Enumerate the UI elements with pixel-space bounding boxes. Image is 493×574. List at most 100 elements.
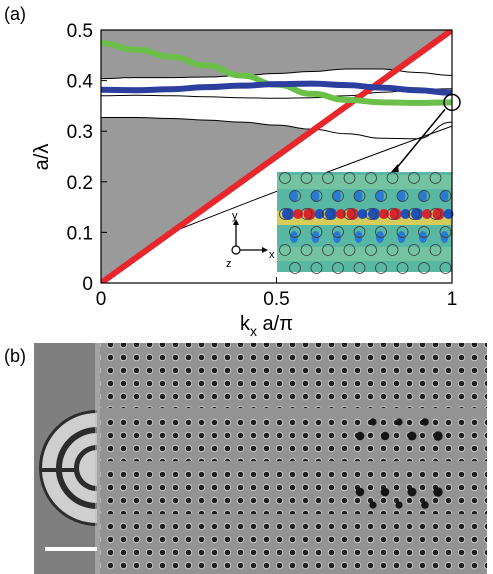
inset-lobe bbox=[440, 190, 449, 202]
inset-hole-outline bbox=[353, 262, 366, 274]
inset-hole-outline bbox=[310, 262, 323, 274]
inset-lobe bbox=[303, 208, 316, 220]
waveguide-row bbox=[100, 408, 487, 414]
inset-hole-outline bbox=[289, 190, 301, 202]
z-axis-label: z bbox=[226, 258, 232, 270]
inset-hole-outline bbox=[439, 262, 452, 274]
inset-hole-outline bbox=[279, 208, 291, 220]
inset-lobe bbox=[311, 231, 320, 243]
y-tick-label: 0.1 bbox=[67, 223, 93, 244]
inset-hole-outline bbox=[365, 172, 377, 184]
inset-lobe bbox=[379, 209, 389, 219]
inset-hole-outline bbox=[322, 208, 334, 220]
inset-lobe bbox=[397, 190, 406, 202]
inset-hole-outline bbox=[396, 190, 409, 202]
inset-lobe bbox=[290, 190, 298, 202]
inset-lobe bbox=[400, 209, 411, 219]
x-tick-label: 0 bbox=[96, 289, 107, 310]
x-tick-label: 0.5 bbox=[263, 289, 289, 310]
inset-hole-outline bbox=[396, 226, 409, 238]
x-axis-title-main: k bbox=[240, 313, 251, 335]
inset-hole-outline bbox=[310, 190, 323, 202]
inset-hole-outline bbox=[365, 244, 377, 256]
inset-lobe bbox=[419, 231, 427, 243]
inset-hole-outline bbox=[322, 172, 334, 184]
panel-label-b: (b) bbox=[4, 346, 26, 366]
inset-hole-outline bbox=[279, 244, 291, 256]
y-tick-label: 0.5 bbox=[67, 21, 93, 42]
inset-coordinate-axes: y x z bbox=[226, 210, 275, 270]
x-tick-label: 1 bbox=[447, 289, 458, 310]
inset-hole-outline bbox=[310, 226, 323, 238]
inset-hole-outline bbox=[429, 208, 442, 220]
inset-hole-outline bbox=[386, 244, 399, 256]
inset-hole-outline bbox=[300, 172, 313, 184]
inset-hole-outline bbox=[279, 172, 291, 184]
inset-lobe bbox=[411, 208, 423, 220]
inset-hole-outline bbox=[375, 262, 387, 274]
inset-lobe bbox=[368, 208, 380, 220]
y-tick-label: 0 bbox=[82, 274, 93, 295]
inset-hole-outline bbox=[418, 226, 430, 238]
x-axis-label: x bbox=[269, 249, 275, 261]
inset-hole-outline bbox=[375, 226, 387, 238]
inset-lobe bbox=[336, 209, 346, 219]
series-line-light-line bbox=[101, 30, 452, 283]
panel-label-a: (a) bbox=[4, 4, 26, 24]
inset-hole-outline bbox=[353, 190, 366, 202]
inset-lobe bbox=[397, 231, 406, 243]
waveguide-row bbox=[100, 461, 487, 467]
inset-hole-outline bbox=[408, 244, 420, 256]
inset-lobe bbox=[346, 208, 359, 220]
inset-hole-outline bbox=[408, 208, 420, 220]
inset-lobe bbox=[314, 209, 325, 219]
band-edge-line bbox=[101, 88, 452, 99]
z-axis-symbol bbox=[231, 245, 241, 255]
x-arrowhead bbox=[262, 247, 268, 253]
sem-micrograph bbox=[34, 343, 487, 574]
inset-hole-outline bbox=[396, 262, 409, 274]
photonic-crystal-lattice bbox=[100, 343, 487, 574]
inset-hole-outline bbox=[289, 262, 301, 274]
inset-lobe bbox=[440, 231, 449, 243]
inset-hole-outline bbox=[408, 172, 420, 184]
y-axis-label: y bbox=[232, 210, 238, 222]
series-line-blue-guided-band bbox=[101, 80, 452, 96]
inset-hole-outline bbox=[332, 262, 344, 274]
inset-lobe bbox=[333, 190, 341, 202]
defect-holes bbox=[355, 418, 443, 509]
x-axis-title-rest: a/π bbox=[257, 313, 293, 335]
inset-hole-outline bbox=[300, 244, 313, 256]
inset-lobe bbox=[389, 208, 402, 220]
y-tick-label: 0.4 bbox=[67, 72, 94, 93]
inset-hole-outline bbox=[429, 244, 442, 256]
inset-hole-outline bbox=[332, 226, 344, 238]
inset-hole-outline bbox=[353, 226, 366, 238]
inset-lobe bbox=[311, 190, 320, 202]
x-axis-title: kx a/π bbox=[240, 313, 293, 339]
inset-hole-outline bbox=[439, 226, 452, 238]
inset-lobe bbox=[376, 231, 384, 243]
inset-hole-outline bbox=[322, 244, 334, 256]
inset-lobe bbox=[432, 208, 445, 220]
inset-lobe bbox=[419, 190, 427, 202]
scale-bar bbox=[45, 547, 97, 551]
inset-lobe bbox=[422, 209, 432, 219]
y-arrowhead bbox=[233, 219, 239, 225]
inset-hole-outline bbox=[343, 172, 356, 184]
inset-hole-outline bbox=[343, 244, 356, 256]
inset-hole-outline bbox=[343, 208, 356, 220]
inset-lobe bbox=[354, 190, 363, 202]
inset-hole-outline bbox=[332, 190, 344, 202]
inset-hole-outline bbox=[418, 190, 430, 202]
band-edge-line bbox=[101, 117, 452, 140]
inset-lobe bbox=[293, 209, 303, 219]
callout-arrow bbox=[394, 108, 446, 171]
y-axis-title: a/λ bbox=[31, 144, 53, 171]
inset-hole-outline bbox=[429, 172, 442, 184]
inset-lobe bbox=[357, 209, 368, 219]
y-tick-label: 0.2 bbox=[67, 173, 93, 194]
inset-hole-outline bbox=[418, 262, 430, 274]
inset-hole-outline bbox=[386, 172, 399, 184]
inset-lobe bbox=[325, 208, 337, 220]
